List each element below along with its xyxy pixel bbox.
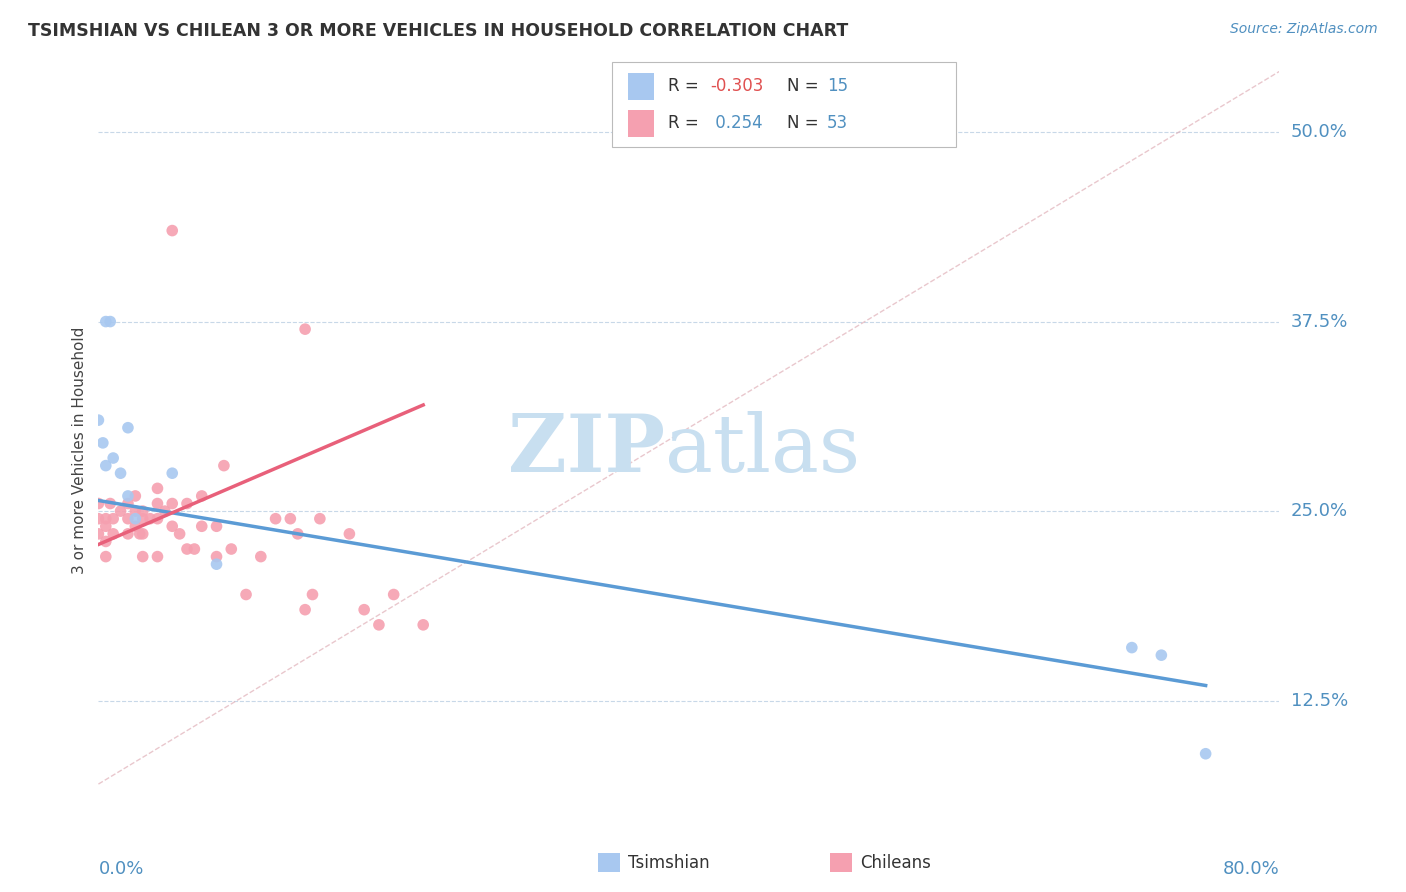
Point xyxy=(103,526,125,541)
Point xyxy=(287,526,309,541)
Text: Source: ZipAtlas.com: Source: ZipAtlas.com xyxy=(1230,22,1378,37)
Point xyxy=(124,504,146,518)
Point xyxy=(235,588,257,602)
Point xyxy=(98,314,121,328)
Text: N =: N = xyxy=(787,114,824,132)
Point xyxy=(128,526,150,541)
Point xyxy=(117,512,139,526)
Point xyxy=(1121,640,1143,655)
Point xyxy=(98,496,121,510)
Point xyxy=(205,557,228,572)
Point xyxy=(153,504,176,518)
Point xyxy=(117,526,139,541)
Point xyxy=(94,534,117,549)
Point xyxy=(176,496,198,510)
Point xyxy=(162,223,183,237)
Point xyxy=(87,413,110,427)
Text: 80.0%: 80.0% xyxy=(1223,860,1279,878)
Point xyxy=(264,512,287,526)
Point xyxy=(146,482,169,496)
Text: TSIMSHIAN VS CHILEAN 3 OR MORE VEHICLES IN HOUSEHOLD CORRELATION CHART: TSIMSHIAN VS CHILEAN 3 OR MORE VEHICLES … xyxy=(28,22,848,40)
Text: 0.254: 0.254 xyxy=(710,114,762,132)
Point xyxy=(212,458,235,473)
Point xyxy=(183,541,205,557)
Text: N =: N = xyxy=(787,78,824,95)
Point xyxy=(250,549,273,564)
Point xyxy=(162,496,183,510)
Point xyxy=(162,466,183,480)
Point xyxy=(132,504,155,518)
Point xyxy=(91,436,114,450)
Point xyxy=(280,512,302,526)
Point xyxy=(124,512,146,526)
Text: R =: R = xyxy=(668,114,704,132)
Point xyxy=(162,519,183,533)
Point xyxy=(176,541,198,557)
Text: 12.5%: 12.5% xyxy=(1291,691,1348,710)
Point xyxy=(117,421,139,435)
Point xyxy=(353,603,375,617)
Point xyxy=(146,549,169,564)
Point xyxy=(117,489,139,503)
Point xyxy=(94,549,117,564)
Point xyxy=(94,519,117,533)
Point xyxy=(94,314,117,328)
Text: ZIP: ZIP xyxy=(509,411,665,490)
Point xyxy=(124,519,146,533)
Point xyxy=(294,322,316,336)
Text: 0.0%: 0.0% xyxy=(98,860,143,878)
Point xyxy=(1150,648,1173,662)
Point xyxy=(139,512,162,526)
Point xyxy=(1195,747,1218,761)
Point xyxy=(132,526,155,541)
Point xyxy=(191,519,214,533)
Text: 50.0%: 50.0% xyxy=(1291,123,1347,141)
Text: 53: 53 xyxy=(827,114,848,132)
Point xyxy=(132,549,155,564)
Point xyxy=(103,451,125,466)
Point xyxy=(87,526,110,541)
Point xyxy=(205,519,228,533)
Point xyxy=(94,458,117,473)
Point xyxy=(87,496,110,510)
Point xyxy=(110,504,132,518)
Point xyxy=(103,512,125,526)
Point xyxy=(339,526,361,541)
Text: 37.5%: 37.5% xyxy=(1291,312,1348,331)
Text: Tsimshian: Tsimshian xyxy=(628,854,710,871)
Point xyxy=(382,588,405,602)
Point xyxy=(169,526,191,541)
Point xyxy=(94,512,117,526)
Point xyxy=(368,618,391,632)
Point xyxy=(294,603,316,617)
Text: 25.0%: 25.0% xyxy=(1291,502,1348,520)
Text: 15: 15 xyxy=(827,78,848,95)
Text: -0.303: -0.303 xyxy=(710,78,763,95)
Point xyxy=(87,512,110,526)
Text: Chileans: Chileans xyxy=(860,854,931,871)
Text: atlas: atlas xyxy=(665,411,860,490)
Point xyxy=(146,496,169,510)
Point xyxy=(412,618,434,632)
Point xyxy=(205,549,228,564)
Point xyxy=(132,512,155,526)
Point xyxy=(110,466,132,480)
Point xyxy=(309,512,332,526)
Point xyxy=(301,588,323,602)
Text: R =: R = xyxy=(668,78,704,95)
Point xyxy=(191,489,214,503)
Point xyxy=(124,489,146,503)
Point xyxy=(146,512,169,526)
Y-axis label: 3 or more Vehicles in Household: 3 or more Vehicles in Household xyxy=(72,326,87,574)
Point xyxy=(221,541,243,557)
Point xyxy=(117,496,139,510)
